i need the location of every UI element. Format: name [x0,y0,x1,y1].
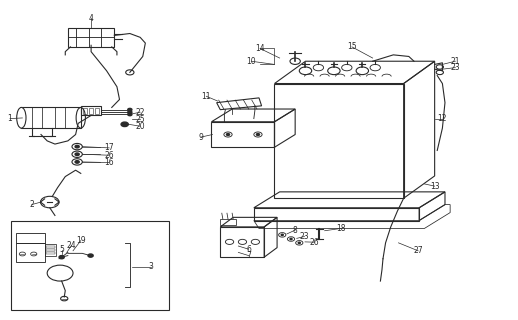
Circle shape [59,256,64,259]
Text: 13: 13 [430,182,439,191]
Circle shape [226,133,229,135]
Bar [68,28,114,47]
Text: 21: 21 [451,57,460,66]
Circle shape [75,145,79,148]
Text: 18: 18 [336,224,346,233]
Text: 20: 20 [135,122,145,131]
Bar [46,246,55,248]
Text: 15: 15 [347,42,357,52]
Bar [46,249,55,251]
Text: 2: 2 [30,200,34,209]
Text: 23: 23 [451,63,460,72]
Bar [95,108,99,114]
Bar [21,108,81,128]
Bar [46,252,55,254]
Text: 6: 6 [246,245,251,254]
Text: 22: 22 [135,108,145,117]
Text: 16: 16 [104,158,114,167]
Bar [220,219,236,225]
Text: 8: 8 [293,226,297,235]
Bar [11,220,168,310]
Circle shape [121,122,128,126]
Bar [83,108,87,114]
Bar [81,106,102,116]
Text: 12: 12 [438,114,447,123]
Circle shape [75,161,79,163]
Text: 26: 26 [310,238,320,247]
Circle shape [128,108,132,111]
Circle shape [298,242,300,244]
Text: 26: 26 [104,151,114,160]
Text: 24: 24 [67,241,76,250]
Bar [89,108,93,114]
Bar [45,244,56,256]
Circle shape [281,234,283,236]
Text: 11: 11 [202,92,211,101]
Text: 1: 1 [8,114,12,123]
Circle shape [256,133,260,135]
Text: 17: 17 [104,143,114,152]
Text: 25: 25 [135,115,145,124]
Circle shape [88,254,93,257]
Text: 10: 10 [247,57,256,66]
Text: 5: 5 [59,245,64,254]
Circle shape [290,238,292,240]
Text: 3: 3 [148,262,153,271]
Text: 9: 9 [199,132,204,141]
Text: 14: 14 [255,44,265,53]
Circle shape [128,111,132,114]
Text: 4: 4 [89,14,94,23]
Ellipse shape [17,108,26,128]
Circle shape [128,113,132,116]
Text: 23: 23 [299,232,309,241]
Circle shape [75,153,79,156]
Text: 27: 27 [413,246,423,255]
Text: 19: 19 [76,236,85,245]
Text: 7: 7 [246,251,251,260]
